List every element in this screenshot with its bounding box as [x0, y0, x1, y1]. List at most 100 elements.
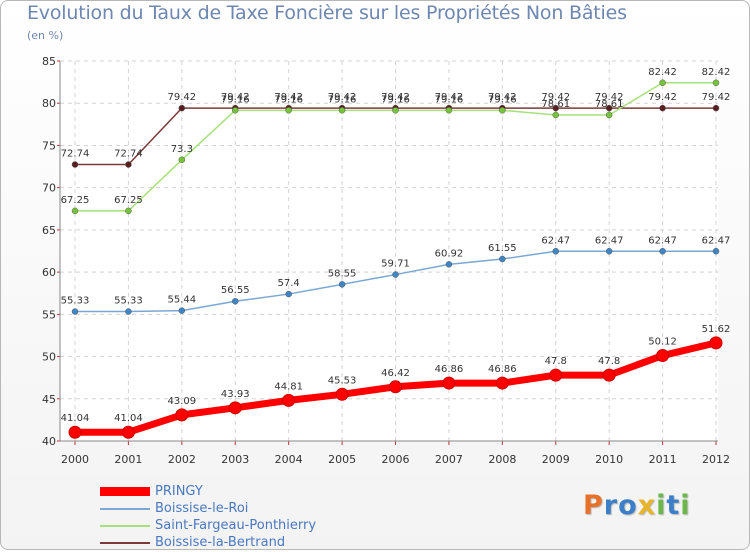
x-tick-label-2000: 2000: [61, 453, 89, 466]
data-point-pringy-2008: [495, 376, 509, 390]
legend-label-boissise-le-roi: Boissise-le-Roi: [155, 501, 249, 516]
data-label-saint-fargeau-ponthierry-2005: 79.16: [328, 94, 357, 105]
y-tick-label-50: 50: [42, 351, 56, 364]
data-point-saint-fargeau-ponthierry-2007: [445, 107, 453, 114]
logo-letter: P: [583, 490, 604, 521]
y-axis-unit-label: (en %): [27, 29, 64, 42]
x-tick-label-2010: 2010: [595, 453, 623, 466]
x-tick-label-2004: 2004: [275, 453, 303, 466]
logo-letter: o: [618, 490, 638, 521]
x-tick-label-2003: 2003: [221, 453, 249, 466]
data-label-pringy-2007: 46.86: [435, 364, 464, 375]
data-point-boissise-le-roi-2000: [71, 308, 79, 315]
y-tick-label-60: 60: [42, 266, 56, 279]
data-label-saint-fargeau-ponthierry-2008: 79.16: [488, 94, 517, 105]
data-point-pringy-2003: [228, 401, 242, 415]
data-label-saint-fargeau-ponthierry-2003: 79.16: [221, 94, 250, 105]
y-tick-label-80: 80: [42, 97, 56, 110]
data-point-boissise-le-roi-2009: [552, 248, 559, 255]
data-label-boissise-le-roi-2012: 62.47: [702, 235, 731, 246]
data-label-pringy-2011: 50.12: [648, 337, 677, 348]
x-tick-label-2006: 2006: [382, 453, 410, 466]
data-point-pringy-2002: [175, 408, 189, 422]
data-point-saint-fargeau-ponthierry-2006: [392, 107, 399, 114]
data-point-saint-fargeau-ponthierry-2000: [71, 207, 79, 215]
x-tick-label-2005: 2005: [328, 453, 356, 466]
data-label-boissise-le-roi-2009: 62.47: [541, 235, 570, 246]
data-point-pringy-2012: [709, 336, 723, 350]
data-label-boissise-le-roi-2001: 55.33: [114, 296, 143, 307]
legend-label-boissise-la-bertrand: Boissise-la-Bertrand: [155, 535, 286, 550]
data-label-boissise-la-bertrand-2009: 79.42: [541, 92, 570, 103]
proxiti-logo: Proxiti: [583, 490, 691, 521]
data-label-saint-fargeau-ponthierry-2009: 78.61: [541, 99, 570, 110]
data-point-boissise-le-roi-2010: [605, 248, 613, 255]
data-point-pringy-2006: [389, 380, 402, 394]
data-label-boissise-la-bertrand-2011: 79.42: [648, 92, 677, 103]
data-label-boissise-la-bertrand-2002: 79.42: [168, 92, 197, 103]
data-label-boissise-le-roi-2003: 56.55: [221, 285, 250, 296]
data-label-boissise-le-roi-2006: 59.71: [381, 259, 410, 270]
logo-letter: r: [603, 490, 619, 521]
logo-letter: t: [666, 490, 681, 521]
data-label-boissise-le-roi-2011: 62.47: [648, 235, 677, 246]
logo-letter: i: [680, 490, 691, 521]
data-label-boissise-la-bertrand-2010: 79.42: [595, 92, 624, 103]
logo-letter: x: [637, 490, 657, 521]
data-point-boissise-la-bertrand-2010: [605, 104, 613, 112]
legend-swatch-pringy: [100, 487, 150, 496]
data-point-pringy-2004: [282, 393, 296, 407]
data-label-boissise-la-bertrand-2004: 79.42: [274, 92, 303, 103]
x-tick-label-2011: 2011: [649, 453, 677, 466]
y-tick-label-85: 85: [42, 55, 56, 68]
data-label-pringy-2001: 41.04: [114, 413, 143, 424]
x-tick-label-2002: 2002: [168, 453, 196, 466]
data-point-boissise-le-roi-2003: [232, 297, 239, 305]
data-label-boissise-le-roi-2004: 57.4: [278, 278, 300, 289]
data-point-boissise-la-bertrand-2002: [178, 104, 186, 112]
data-label-boissise-la-bertrand-2003: 79.42: [221, 92, 250, 103]
data-label-pringy-2005: 45.53: [328, 375, 357, 386]
data-point-boissise-le-roi-2006: [392, 271, 399, 278]
data-label-boissise-le-roi-2005: 58.55: [328, 268, 357, 279]
data-point-boissise-la-bertrand-2012: [712, 104, 720, 112]
data-label-saint-fargeau-ponthierry-2002: 73.3: [171, 144, 193, 155]
data-label-pringy-2006: 46.42: [381, 368, 410, 379]
y-tick-label-40: 40: [42, 435, 56, 448]
legend-swatch-boissise-le-roi: [100, 508, 150, 510]
data-point-saint-fargeau-ponthierry-2011: [659, 79, 666, 87]
x-tick-label-2001: 2001: [114, 453, 142, 466]
data-label-pringy-2004: 44.81: [274, 381, 303, 392]
data-label-saint-fargeau-ponthierry-2004: 79.16: [274, 94, 303, 105]
data-point-saint-fargeau-ponthierry-2012: [712, 79, 720, 87]
data-point-saint-fargeau-ponthierry-2008: [499, 107, 506, 114]
data-point-boissise-le-roi-2002: [178, 307, 186, 314]
data-label-boissise-le-roi-2008: 61.55: [488, 243, 517, 254]
data-label-pringy-2008: 46.86: [488, 364, 517, 375]
data-label-pringy-2009: 47.8: [545, 356, 567, 367]
x-tick-label-2008: 2008: [488, 453, 516, 466]
data-point-boissise-la-bertrand-2000: [71, 161, 79, 168]
data-label-pringy-2012: 51.62: [702, 324, 731, 335]
chart-title: Evolution du Taux de Taxe Foncière sur l…: [27, 2, 627, 24]
data-label-boissise-la-bertrand-2006: 79.42: [381, 92, 410, 103]
data-point-saint-fargeau-ponthierry-2002: [178, 156, 186, 164]
logo-letter: i: [656, 490, 667, 521]
x-tick-label-2007: 2007: [435, 453, 463, 466]
data-label-boissise-la-bertrand-2008: 79.42: [488, 92, 517, 103]
data-point-boissise-le-roi-2005: [338, 281, 346, 288]
data-point-pringy-2001: [121, 425, 135, 439]
data-label-boissise-la-bertrand-2001: 72.74: [114, 149, 143, 160]
data-label-boissise-le-roi-2007: 60.92: [435, 248, 464, 259]
data-label-boissise-le-roi-2000: 55.33: [61, 296, 90, 307]
data-label-boissise-le-roi-2010: 62.47: [595, 235, 624, 246]
data-point-saint-fargeau-ponthierry-2009: [552, 111, 559, 119]
y-tick-label-45: 45: [42, 393, 56, 406]
legend-swatch-saint-fargeau-ponthierry: [100, 525, 150, 527]
data-label-saint-fargeau-ponthierry-2007: 79.16: [435, 94, 464, 105]
data-label-pringy-2010: 47.8: [598, 356, 620, 367]
data-label-saint-fargeau-ponthierry-2011: 82.42: [648, 67, 677, 78]
data-point-boissise-le-roi-2007: [445, 261, 453, 268]
data-point-pringy-2005: [335, 387, 349, 401]
